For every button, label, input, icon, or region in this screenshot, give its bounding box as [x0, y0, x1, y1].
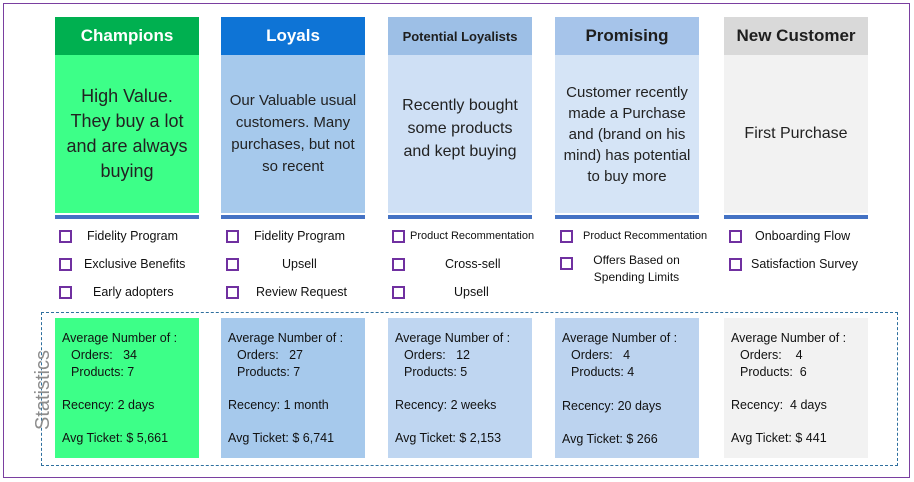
stats-orders: Orders: 34 [71, 348, 137, 362]
action-item[interactable]: Fidelity Program [59, 222, 229, 250]
divider [221, 215, 365, 219]
stats-card-loyals: Average Number of : Orders: 27 Products:… [221, 318, 365, 458]
segment-description: High Value. They buy a lot and are alway… [55, 55, 199, 213]
stats-orders: Orders: 4 [571, 348, 631, 362]
action-label: Upsell [282, 256, 317, 271]
segment-potential-loyalists: Potential Loyalists Recently bought some… [388, 17, 532, 219]
segment-title: Loyals [221, 17, 365, 55]
stats-card-promising: Average Number of : Orders: 4 Products: … [555, 318, 699, 458]
stats-avg-ticket: Avg Ticket: $ 2,153 [395, 431, 502, 445]
action-item[interactable]: Fidelity Program [226, 222, 396, 250]
action-label: Offers Based on Spending Limits [593, 253, 680, 284]
stats-avg-ticket: Avg Ticket: $ 5,661 [62, 431, 169, 445]
segment-title: Promising [555, 17, 699, 55]
checkbox[interactable] [226, 229, 239, 243]
action-item[interactable]: Cross-sell [392, 250, 562, 278]
segment-title: Potential Loyalists [388, 17, 532, 55]
segment-title: Champions [55, 17, 199, 55]
checkbox[interactable] [59, 257, 72, 271]
stats-products: Products: 4 [571, 365, 635, 379]
stats-products: Products: 7 [71, 365, 135, 379]
checkbox[interactable] [59, 285, 72, 299]
segment-promising: Promising Customer recently made a Purch… [555, 17, 699, 219]
checkbox[interactable] [729, 229, 742, 243]
action-label: Fidelity Program [254, 228, 345, 243]
action-item[interactable]: Exclusive Benefits [59, 250, 229, 278]
stats-avg-ticket: Avg Ticket: $ 6,741 [228, 431, 335, 445]
segment-champions: Champions High Value. They buy a lot and… [55, 17, 199, 219]
action-item[interactable]: Review Request [226, 278, 396, 306]
action-label: Fidelity Program [87, 228, 178, 243]
action-label: Cross-sell [445, 256, 501, 271]
action-list-loyals: Fidelity Program Upsell Review Request [226, 222, 396, 306]
segment-loyals: Loyals Our Valuable usual customers. Man… [221, 17, 365, 219]
segment-description: Customer recently made a Purchase and (b… [555, 55, 699, 213]
divider [724, 215, 868, 219]
stats-heading: Average Number of : [62, 331, 178, 345]
action-label: Upsell [454, 284, 489, 299]
checkbox[interactable] [226, 257, 239, 271]
segment-new-customer: New Customer First Purchase [724, 17, 868, 219]
segment-description: First Purchase [724, 55, 868, 213]
stats-recency: Recency: 2 weeks [395, 398, 497, 412]
checkbox[interactable] [392, 229, 405, 243]
stats-heading: Average Number of : [395, 331, 511, 345]
stats-heading: Average Number of : [731, 331, 847, 345]
segment-description: Our Valuable usual customers. Many purch… [221, 55, 365, 213]
stats-recency: Recency: 4 days [731, 398, 827, 412]
action-item[interactable]: Product Recommentation [560, 222, 730, 250]
statistics-region [41, 312, 898, 466]
stats-products: Products: 5 [404, 365, 468, 379]
action-label: Review Request [256, 284, 348, 299]
statistics-label: Statistics [32, 349, 54, 431]
checkbox[interactable] [392, 285, 405, 299]
action-list-champions: Fidelity Program Exclusive Benefits Earl… [59, 222, 229, 306]
checkbox[interactable] [729, 257, 742, 271]
outer-frame [3, 3, 910, 478]
action-item[interactable]: Onboarding Flow [729, 222, 899, 250]
action-item[interactable]: Offers Based on Spending Limits [560, 250, 730, 288]
segment-title: New Customer [724, 17, 868, 55]
action-label: Satisfaction Survey [751, 256, 858, 271]
stats-avg-ticket: Avg Ticket: $ 266 [562, 432, 658, 446]
action-list-promising: Product Recommentation Offers Based on S… [560, 222, 730, 288]
stats-avg-ticket: Avg Ticket: $ 441 [731, 431, 827, 445]
action-label: Exclusive Benefits [84, 256, 186, 271]
stats-recency: Recency: 1 month [228, 398, 329, 412]
action-item[interactable]: Upsell [226, 250, 396, 278]
stats-orders: Orders: 12 [404, 348, 470, 362]
stats-heading: Average Number of : [562, 331, 678, 345]
checkbox[interactable] [226, 285, 239, 299]
stats-orders: Orders: 4 [740, 348, 803, 362]
divider [55, 215, 199, 219]
stats-recency: Recency: 2 days [62, 398, 155, 412]
stats-products: Products: 7 [237, 365, 301, 379]
segment-description: Recently bought some products and kept b… [388, 55, 532, 213]
stats-orders: Orders: 27 [237, 348, 303, 362]
checkbox[interactable] [392, 257, 405, 271]
action-item[interactable]: Product Recommentation [392, 222, 562, 250]
action-label: Onboarding Flow [755, 228, 851, 243]
action-item[interactable]: Satisfaction Survey [729, 250, 899, 278]
stats-recency: Recency: 20 days [562, 399, 662, 413]
stats-card-new-customer: Average Number of : Orders: 4 Products: … [724, 318, 868, 458]
stats-card-potential-loyalists: Average Number of : Orders: 12 Products:… [388, 318, 532, 458]
action-label: Product Recommentation [410, 229, 535, 242]
stats-heading: Average Number of : [228, 331, 344, 345]
action-item[interactable]: Early adopters [59, 278, 229, 306]
checkbox[interactable] [59, 229, 72, 243]
checkbox[interactable] [560, 257, 573, 270]
stats-products: Products: 6 [740, 365, 807, 379]
action-label: Early adopters [93, 284, 174, 299]
divider [388, 215, 532, 219]
action-item[interactable]: Upsell [392, 278, 562, 306]
checkbox[interactable] [560, 229, 573, 243]
action-list-new-customer: Onboarding Flow Satisfaction Survey [729, 222, 899, 278]
divider [555, 215, 699, 219]
action-list-potential-loyalists: Product Recommentation Cross-sell Upsell [392, 222, 562, 306]
stats-card-champions: Average Number of : Orders: 34 Products:… [55, 318, 199, 458]
action-label: Product Recommentation [583, 229, 708, 242]
